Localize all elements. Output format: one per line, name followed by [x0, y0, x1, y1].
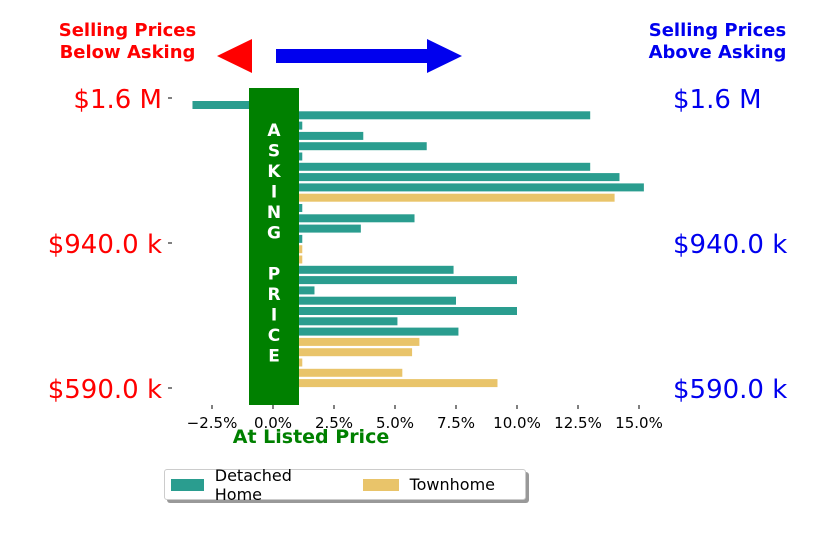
- at-listed-price-label: At Listed Price: [232, 426, 390, 448]
- bar-detached-0: [192, 101, 273, 109]
- bar-townhome-7: [273, 379, 498, 388]
- right-arrow-icon: [427, 39, 462, 73]
- x-tick-label-6: 12.5%: [554, 414, 602, 432]
- bar-townhome-0: [273, 193, 615, 202]
- bar-detached-18: [273, 317, 398, 326]
- below-asking-line-2: Below Asking: [59, 42, 196, 63]
- x-tick-label-2: 2.5%: [315, 414, 353, 432]
- bar-townhome-3: [273, 337, 420, 346]
- legend-item-townhome: Townhome: [362, 475, 495, 494]
- legend: Detached Home Townhome: [164, 466, 526, 504]
- x-tick-label-1: 0.0%: [254, 414, 292, 432]
- bar-detached-13: [273, 265, 454, 274]
- x-tick-label-3: 5.0%: [376, 414, 414, 432]
- bar-detached-3: [273, 131, 364, 140]
- asking-letter-8: R: [267, 285, 280, 305]
- x-tick-label-0: −2.5%: [187, 414, 238, 432]
- asking-letter-0: A: [267, 121, 281, 141]
- bar-detached-14: [273, 276, 517, 285]
- asking-letter-2: K: [267, 162, 281, 182]
- asking-letter-4: N: [267, 203, 281, 223]
- legend-label-detached: Detached Home: [214, 465, 292, 504]
- bar-detached-16: [273, 296, 456, 305]
- bar-detached-17: [273, 307, 517, 315]
- bar-detached-19: [273, 327, 459, 336]
- above-asking-annotation: Selling Prices Above Asking: [630, 20, 805, 64]
- y-tick-label-left-1: $940.0 k: [48, 230, 162, 260]
- below-asking-line-1: Selling Prices: [58, 20, 197, 41]
- legend-label-townhome: Townhome: [409, 475, 495, 494]
- bar-detached-10: [273, 214, 415, 223]
- bar-detached-8: [273, 183, 644, 192]
- bar-detached-7: [273, 173, 620, 182]
- y-tick-label-left-0: $1.6 M: [73, 85, 162, 115]
- right-arrow-shaft: [276, 49, 428, 63]
- y-tick-label-right-0: $1.6 M: [673, 85, 762, 115]
- y-tick-label-left-2: $590.0 k: [48, 375, 162, 405]
- bar-detached-6: [273, 162, 591, 171]
- bar-townhome-4: [273, 348, 413, 357]
- left-arrow-icon: [217, 39, 252, 73]
- y-tick-label-right-1: $940.0 k: [673, 230, 787, 260]
- bar-townhome-6: [273, 368, 403, 377]
- x-tick-label-7: 15.0%: [615, 414, 663, 432]
- asking-letter-9: I: [271, 306, 277, 326]
- bar-detached-11: [273, 224, 361, 233]
- above-asking-line-2: Above Asking: [648, 42, 787, 63]
- below-asking-annotation: Selling Prices Below Asking: [40, 20, 215, 64]
- asking-letter-7: P: [268, 265, 280, 285]
- above-asking-line-1: Selling Prices: [648, 20, 787, 41]
- asking-price-band: [249, 88, 299, 405]
- x-tick-label-5: 10.0%: [493, 414, 541, 432]
- asking-letter-11: E: [268, 347, 280, 367]
- legend-swatch-townhome: [362, 478, 399, 491]
- x-tick-label-4: 7.5%: [437, 414, 475, 432]
- bar-detached-4: [273, 142, 427, 151]
- asking-letter-10: C: [268, 326, 280, 346]
- asking-letter-5: G: [267, 224, 281, 244]
- asking-letter-1: S: [268, 142, 280, 162]
- asking-letter-3: I: [271, 183, 277, 203]
- legend-item-detached: Detached Home: [171, 466, 333, 504]
- bar-detached-1: [273, 111, 591, 120]
- y-tick-label-right-2: $590.0 k: [673, 375, 787, 405]
- legend-swatch-detached: [171, 478, 204, 491]
